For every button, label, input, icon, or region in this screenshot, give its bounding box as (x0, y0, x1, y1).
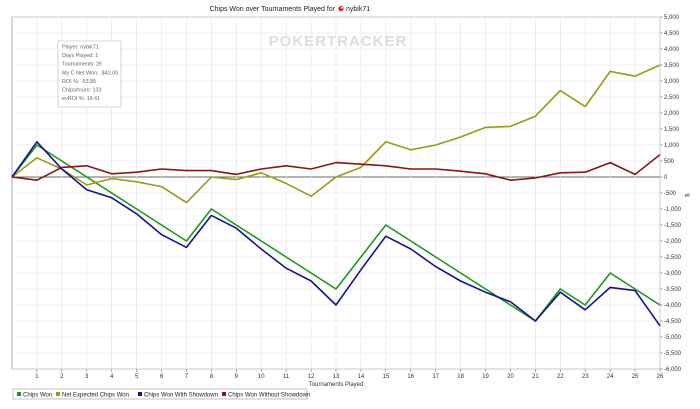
x-tick-label: 25 (632, 374, 639, 380)
legend: Chips Won Net Expected Chips Won Chips Won… (12, 388, 310, 400)
info-line: evROI %: 19.41 (62, 96, 100, 102)
y-tick-label: -4,000 (664, 303, 682, 309)
x-tick-label: 1 (35, 374, 39, 380)
series-lines (11, 64, 661, 327)
x-tick-label: 10 (258, 374, 265, 380)
legend-label: Chips Won Without Showdown (228, 393, 310, 399)
series-line-1 (11, 64, 661, 204)
info-line: ROI %: -53.85 (62, 79, 96, 85)
x-tick-label: 9 (235, 374, 239, 380)
player-flag-icon (338, 6, 344, 12)
x-tick-label: 15 (383, 374, 390, 380)
y-tick-label: 1,000 (664, 143, 680, 149)
x-tick-labels: 1 2 3 4 5 6 7 8 9 10 11 12 13 14 15 16 17 18 19 20 21 22 23 24 2… (35, 369, 664, 380)
series-line-3 (11, 153, 661, 181)
info-line: Tournaments: 26 (62, 62, 102, 68)
y-tick-label: -3,500 (664, 287, 682, 293)
y-tick-label: 500 (664, 159, 675, 165)
series-line-0 (11, 144, 661, 322)
x-tick-label: 16 (407, 374, 414, 380)
y-tick-label: 1,500 (664, 127, 680, 133)
y-tick-label: 4,500 (664, 31, 680, 37)
y-tick-label: 0 (664, 175, 668, 181)
y-tick-label: -1,500 (664, 223, 682, 229)
y-tick-labels: 5,000 4,500 4,000 3,500 3,000 2,500 2,000 1,500… (660, 15, 682, 373)
y-axis-label: $ (683, 193, 689, 197)
x-tick-label: 5 (135, 374, 139, 380)
legend-frame (12, 388, 308, 400)
y-tick-label: 4,000 (664, 47, 680, 53)
x-tick-label: 20 (507, 374, 514, 380)
x-tick-label: 3 (85, 374, 89, 380)
info-line: Chips/tourn: 133 (62, 88, 102, 94)
x-tick-label: 14 (358, 374, 365, 380)
x-tick-label: 18 (457, 374, 464, 380)
y-tick-label: -6,000 (664, 367, 682, 373)
x-tick-label: 2 (60, 374, 64, 380)
y-tick-label: -3,000 (664, 271, 682, 277)
player-flag-highlight (340, 6, 343, 9)
info-box-frame (57, 40, 122, 108)
y-tick-label: 3,500 (664, 63, 680, 69)
info-line: My C Net Won: -$42.00 (62, 70, 118, 76)
legend-label: Net Expected Chips Won (62, 393, 129, 399)
chart-title-player: nybik71 (346, 6, 370, 13)
x-tick-label: 13 (333, 374, 340, 380)
x-tick-label: 4 (110, 374, 114, 380)
y-tick-label: 5,000 (664, 15, 680, 21)
x-tick-label: 22 (557, 374, 564, 380)
player-info-box: Player: nybik71 Days Played: 1 Tournaments… (57, 40, 122, 108)
x-tick-label: 17 (432, 374, 439, 380)
x-axis-label: Tournaments Played (309, 382, 364, 388)
pokertracker-watermark: POKERTRACKER (269, 33, 408, 50)
x-tick-label: 21 (532, 374, 539, 380)
x-tick-label: 11 (283, 374, 290, 380)
y-tick-label: 2,000 (664, 111, 680, 117)
info-line: Player: nybik71 (62, 45, 99, 51)
x-tick-label: 7 (185, 374, 189, 380)
y-tick-label: -2,500 (664, 255, 682, 261)
x-tick-label: 6 (160, 374, 164, 380)
chart-title: Chips Won over Tournaments Played for (210, 6, 336, 13)
x-tick-label: 24 (607, 374, 614, 380)
x-tick-label: 8 (210, 374, 214, 380)
y-tick-label: -1,000 (664, 207, 682, 213)
y-tick-label: -5,000 (664, 335, 682, 341)
x-tick-label: 23 (582, 374, 589, 380)
x-tick-label: 26 (657, 374, 664, 380)
chart-title-group: Chips Won over Tournaments Played for ny… (210, 6, 371, 13)
legend-swatch (17, 392, 21, 396)
y-tick-label: 3,000 (664, 79, 680, 85)
legend-label: Chips Won (23, 393, 52, 399)
y-tick-label: -2,000 (664, 239, 682, 245)
x-tick-label: 12 (308, 374, 315, 380)
legend-label: Chips Won With Showdown (144, 393, 218, 399)
x-tick-label: 19 (482, 374, 489, 380)
legend-swatch (56, 392, 60, 396)
y-tick-label: -4,500 (664, 319, 682, 325)
y-tick-label: 2,500 (664, 95, 680, 101)
y-tick-label: -500 (664, 191, 677, 197)
series-line-2 (11, 141, 661, 327)
legend-swatch (222, 392, 226, 396)
info-line: Days Played: 1 (62, 53, 98, 59)
y-tick-label: -5,500 (664, 351, 682, 357)
legend-swatch (138, 392, 142, 396)
